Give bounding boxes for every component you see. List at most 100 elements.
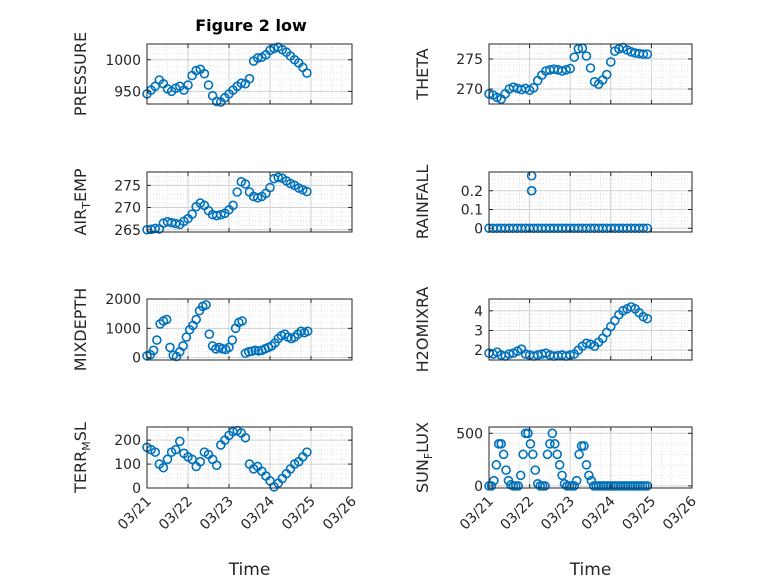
y-tick-label: 270	[456, 82, 483, 98]
subplot-mixdepth: 0 1000 2000 MIXDEPTH	[71, 288, 353, 371]
y-tick-label: 0.1	[461, 203, 483, 219]
axes-box	[488, 426, 693, 489]
subplot-sun-flux: 0 500 SUNFLUX 03/21 03/22 03/23 03/24 03/25 03/2…	[413, 422, 700, 580]
y-tick-label: 4	[474, 304, 483, 320]
y-tick-label: 0	[474, 221, 483, 237]
data-point	[605, 57, 616, 67]
data-point	[240, 179, 251, 189]
y-tick-label: 270	[114, 201, 141, 217]
y-tick-label: 0.2	[461, 184, 483, 200]
data-point	[252, 53, 263, 63]
data-point	[540, 481, 550, 491]
data-point	[227, 335, 238, 345]
data-point	[571, 475, 582, 486]
data-point	[232, 187, 242, 197]
axes-box	[146, 171, 353, 233]
data-point	[557, 470, 567, 481]
data-point	[526, 185, 537, 196]
y-tick-label: 0	[132, 481, 141, 497]
data-point	[542, 449, 553, 460]
data-point	[584, 470, 594, 481]
y-tick-label: 200	[114, 433, 141, 449]
data-point	[579, 441, 589, 451]
data-point	[525, 439, 536, 449]
data-point	[545, 439, 555, 449]
data-point	[504, 349, 515, 359]
x-axis-label: Time	[569, 560, 612, 580]
x-tick-label: 03/23	[538, 494, 578, 534]
data-point	[265, 182, 275, 193]
data-point	[211, 96, 222, 107]
data-point	[152, 335, 162, 345]
data-point	[523, 428, 533, 439]
data-point	[201, 300, 211, 310]
data-point	[273, 172, 284, 183]
data-point	[161, 314, 172, 325]
data-point	[496, 439, 506, 449]
y-tick-label: 275	[456, 52, 483, 68]
data-point	[183, 80, 193, 90]
y-axis-label: H2OMIXRA	[413, 287, 432, 373]
data-point	[552, 449, 563, 460]
data-point	[170, 444, 181, 455]
data-point	[216, 209, 226, 220]
y-tick-label: 1000	[105, 53, 141, 69]
data-point	[162, 454, 173, 465]
data-point	[581, 338, 592, 349]
axes-box	[488, 43, 693, 105]
x-tick-label: 03/22	[156, 494, 196, 534]
data-point	[581, 460, 592, 470]
axes-box	[146, 298, 353, 361]
x-tick-label: 03/22	[498, 494, 538, 534]
subplot-terr-msl: 0 100 200 TERRMSL 03/21 03/22 03/23 03/24 03/25 0…	[71, 422, 360, 580]
y-tick-label: 950	[114, 84, 141, 100]
subplot-air-temp: 265 270 275 AIRTEMP	[71, 168, 353, 239]
y-tick-label: 0	[132, 351, 141, 367]
x-tick-label: 03/21	[457, 494, 497, 534]
x-tick-label: 03/24	[579, 493, 619, 533]
data-point	[528, 83, 539, 93]
y-tick-label: 3	[474, 323, 483, 339]
data-point	[150, 447, 160, 457]
data-point	[574, 449, 584, 460]
axes-box	[146, 426, 353, 489]
data-point	[586, 475, 597, 486]
x-tick-label: 03/21	[115, 494, 155, 534]
x-tick-label: 03/26	[660, 493, 700, 533]
x-tick-label: 03/23	[197, 494, 237, 534]
data-point	[528, 449, 538, 460]
x-tick-label: 03/26	[320, 493, 360, 533]
data-point	[204, 329, 215, 339]
x-axis-label: Time	[228, 560, 271, 580]
data-point	[165, 342, 175, 353]
data-point	[601, 69, 612, 80]
y-tick-label: 100	[114, 457, 141, 473]
x-tick-label: 03/24	[238, 493, 278, 533]
y-axis-label: RAINFALL	[413, 165, 432, 240]
data-point	[530, 465, 541, 475]
y-axis-label: MIXDEPTH	[71, 288, 90, 371]
data-point	[211, 460, 222, 471]
data-point	[642, 313, 653, 324]
y-axis-label: PRESSURE	[71, 32, 90, 116]
y-tick-label: 275	[114, 178, 141, 194]
subplot-h2omixra: 2 3 4 H2OMIXRA	[413, 287, 693, 373]
data-point	[518, 449, 528, 460]
data-point	[501, 465, 511, 475]
data-point	[203, 80, 214, 90]
data-point	[175, 436, 185, 447]
data-point	[191, 314, 201, 325]
data-point	[547, 428, 558, 439]
data-point	[549, 439, 560, 449]
data-point	[573, 43, 584, 54]
data-point	[554, 460, 565, 470]
y-tick-label: 500	[456, 426, 483, 442]
data-point	[187, 454, 197, 465]
axes-box	[146, 43, 353, 105]
y-tick-label: 0	[474, 479, 483, 495]
data-point	[252, 192, 263, 203]
axes-box	[488, 171, 693, 233]
data-point	[638, 49, 649, 60]
subplot-rainfall: 0 0.1 0.2 RAINFALL	[413, 165, 693, 240]
axes-box	[488, 298, 693, 361]
